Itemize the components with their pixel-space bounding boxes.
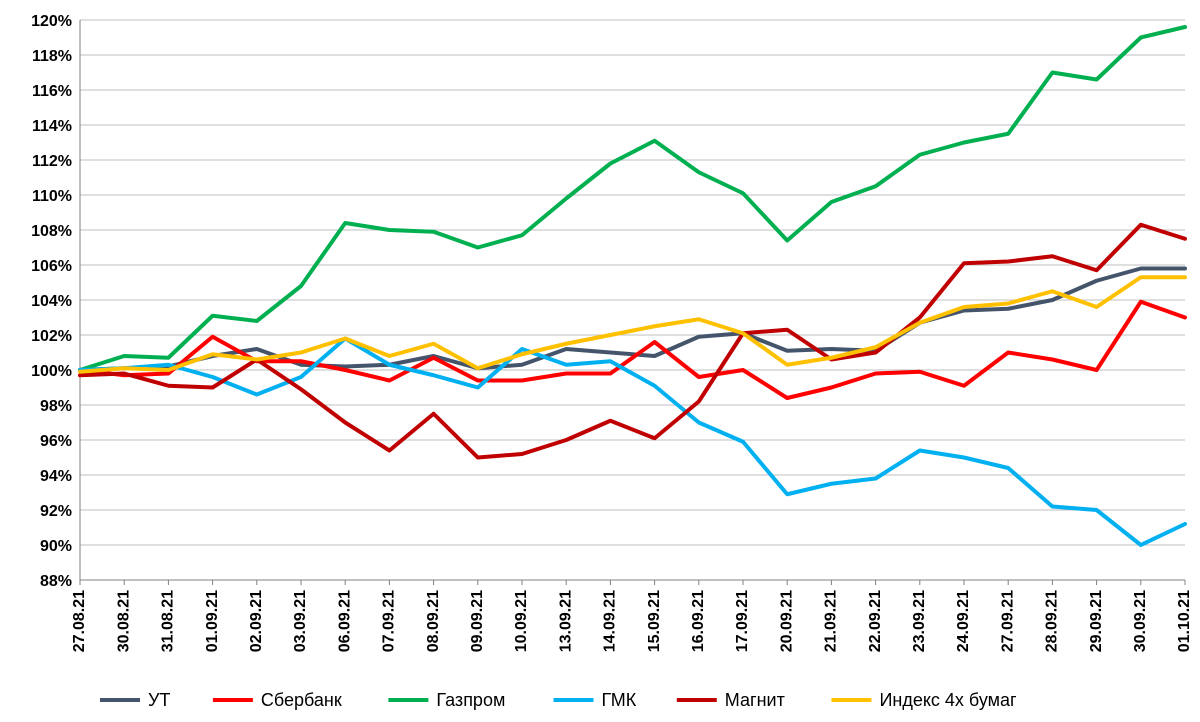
svg-text:118%: 118% — [32, 48, 72, 65]
svg-text:88%: 88% — [40, 573, 72, 590]
svg-text:104%: 104% — [31, 293, 72, 310]
svg-text:96%: 96% — [40, 433, 72, 450]
svg-text:98%: 98% — [40, 398, 72, 415]
svg-text:01.10.21: 01.10.21 — [1176, 590, 1193, 652]
svg-text:14.09.21: 14.09.21 — [602, 590, 619, 652]
svg-text:06.09.21: 06.09.21 — [336, 590, 353, 652]
svg-text:24.09.21: 24.09.21 — [955, 590, 972, 652]
svg-text:30.09.21: 30.09.21 — [1132, 590, 1149, 652]
svg-text:13.09.21: 13.09.21 — [557, 590, 574, 652]
svg-text:Сбербанк: Сбербанк — [261, 690, 342, 710]
svg-text:21.09.21: 21.09.21 — [823, 590, 840, 652]
svg-text:94%: 94% — [40, 468, 72, 485]
svg-text:114%: 114% — [32, 118, 72, 135]
svg-text:112%: 112% — [32, 153, 72, 170]
svg-text:120%: 120% — [31, 13, 72, 30]
svg-text:30.08.21: 30.08.21 — [115, 590, 132, 652]
svg-text:31.08.21: 31.08.21 — [160, 590, 177, 652]
svg-text:ГМК: ГМК — [601, 690, 636, 710]
svg-text:23.09.21: 23.09.21 — [911, 590, 928, 652]
svg-text:УТ: УТ — [148, 690, 170, 710]
svg-text:22.09.21: 22.09.21 — [867, 590, 884, 652]
svg-text:116%: 116% — [32, 83, 72, 100]
svg-text:27.09.21: 27.09.21 — [999, 590, 1016, 652]
svg-text:106%: 106% — [31, 258, 72, 275]
svg-text:16.09.21: 16.09.21 — [690, 590, 707, 652]
line-chart: 88% 90% 92% 94% 96% 98% 100% 102% 104% 106% 108% 11… — [0, 0, 1200, 722]
svg-text:100%: 100% — [31, 363, 72, 380]
svg-text:01.09.21: 01.09.21 — [204, 590, 221, 652]
svg-text:15.09.21: 15.09.21 — [646, 590, 663, 652]
svg-text:03.09.21: 03.09.21 — [292, 590, 309, 652]
svg-text:27.08.21: 27.08.21 — [71, 590, 88, 652]
svg-text:92%: 92% — [40, 503, 72, 520]
svg-text:09.09.21: 09.09.21 — [469, 590, 486, 652]
svg-text:10.09.21: 10.09.21 — [513, 590, 530, 652]
svg-text:07.09.21: 07.09.21 — [381, 590, 398, 652]
svg-text:Индекс 4х бумаг: Индекс 4х бумаг — [879, 690, 1017, 710]
svg-text:Магнит: Магнит — [725, 690, 785, 710]
svg-text:29.09.21: 29.09.21 — [1088, 590, 1105, 652]
svg-text:08.09.21: 08.09.21 — [425, 590, 442, 652]
svg-text:17.09.21: 17.09.21 — [734, 590, 751, 652]
svg-text:110%: 110% — [32, 188, 72, 205]
svg-text:Газпром: Газпром — [436, 690, 505, 710]
svg-text:90%: 90% — [40, 538, 72, 555]
svg-text:20.09.21: 20.09.21 — [778, 590, 795, 652]
svg-text:102%: 102% — [31, 328, 72, 345]
svg-text:02.09.21: 02.09.21 — [248, 590, 265, 652]
chart-canvas: 88% 90% 92% 94% 96% 98% 100% 102% 104% 106% 108% 11… — [0, 0, 1200, 722]
svg-text:108%: 108% — [31, 223, 72, 240]
svg-text:28.09.21: 28.09.21 — [1044, 590, 1061, 652]
